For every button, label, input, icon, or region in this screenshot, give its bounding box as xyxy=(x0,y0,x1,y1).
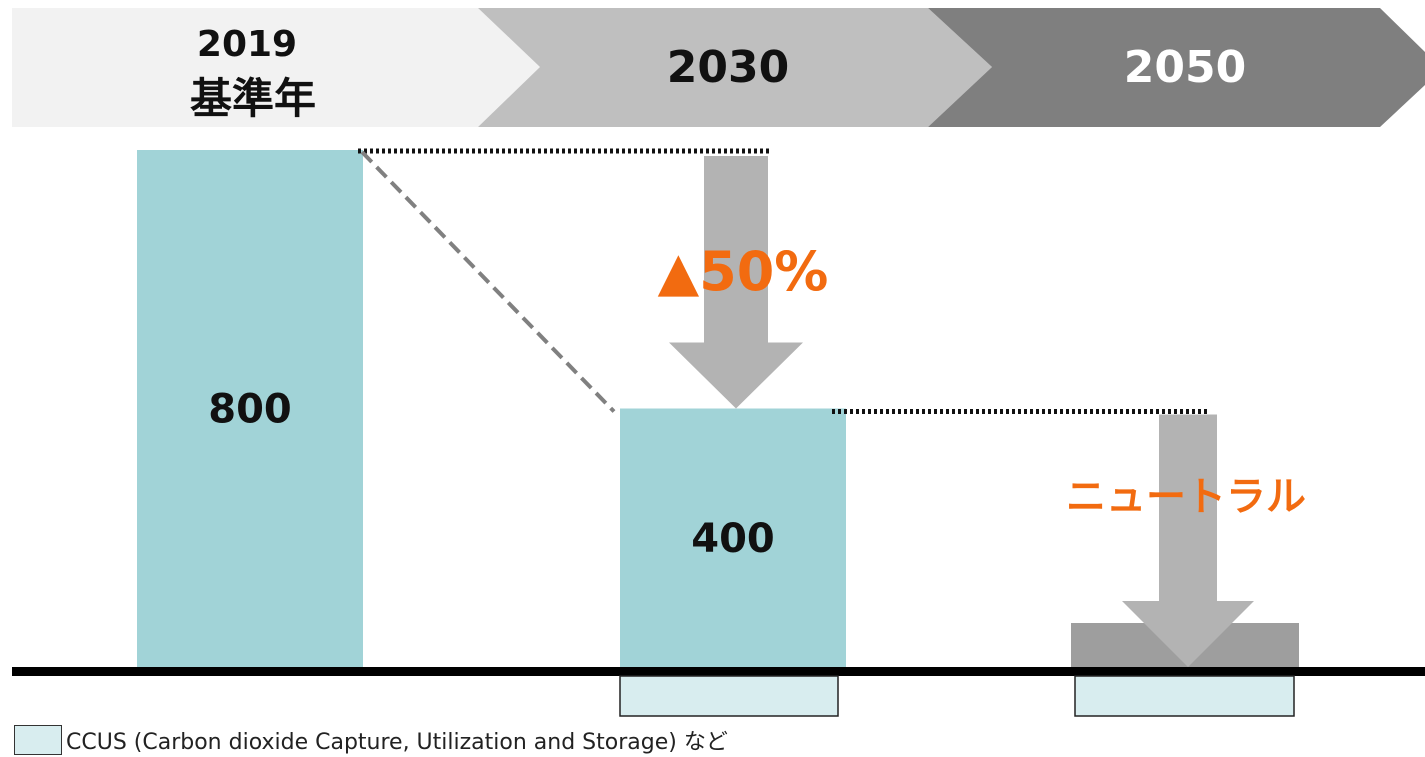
header-year-2030: 2030 xyxy=(667,42,789,93)
value-label-2030: 400 xyxy=(691,516,775,562)
bar-2019 xyxy=(137,150,363,667)
value-label-2019: 800 xyxy=(208,387,292,433)
reduction-arrow-2030 xyxy=(669,156,803,409)
legend-label-ccus: CCUS (Carbon dioxide Capture, Utilizatio… xyxy=(66,730,728,755)
timeline-band-2030 xyxy=(478,8,992,127)
annotation-neutral: ニュートラル xyxy=(1066,474,1306,520)
header-year-2019: 2019 xyxy=(197,24,297,65)
header-baseline-label: 基準年 xyxy=(190,74,316,123)
timeline-band-2050 xyxy=(928,8,1425,127)
legend-swatch-ccus xyxy=(14,725,62,755)
header-year-2050: 2050 xyxy=(1124,42,1246,93)
ccus-box-2050 xyxy=(1074,675,1295,717)
annotation-reduction-50-percent: ▲50% xyxy=(658,240,829,303)
reduction-arrow-2050 xyxy=(1122,414,1254,667)
ccus-box-2030 xyxy=(619,675,839,717)
timeline-band-2019 xyxy=(12,8,540,127)
legend: CCUS (Carbon dioxide Capture, Utilizatio… xyxy=(14,724,728,756)
trend-line-2019-2030 xyxy=(360,150,616,413)
bar-2030 xyxy=(620,408,846,667)
baseline-axis xyxy=(12,667,1425,676)
